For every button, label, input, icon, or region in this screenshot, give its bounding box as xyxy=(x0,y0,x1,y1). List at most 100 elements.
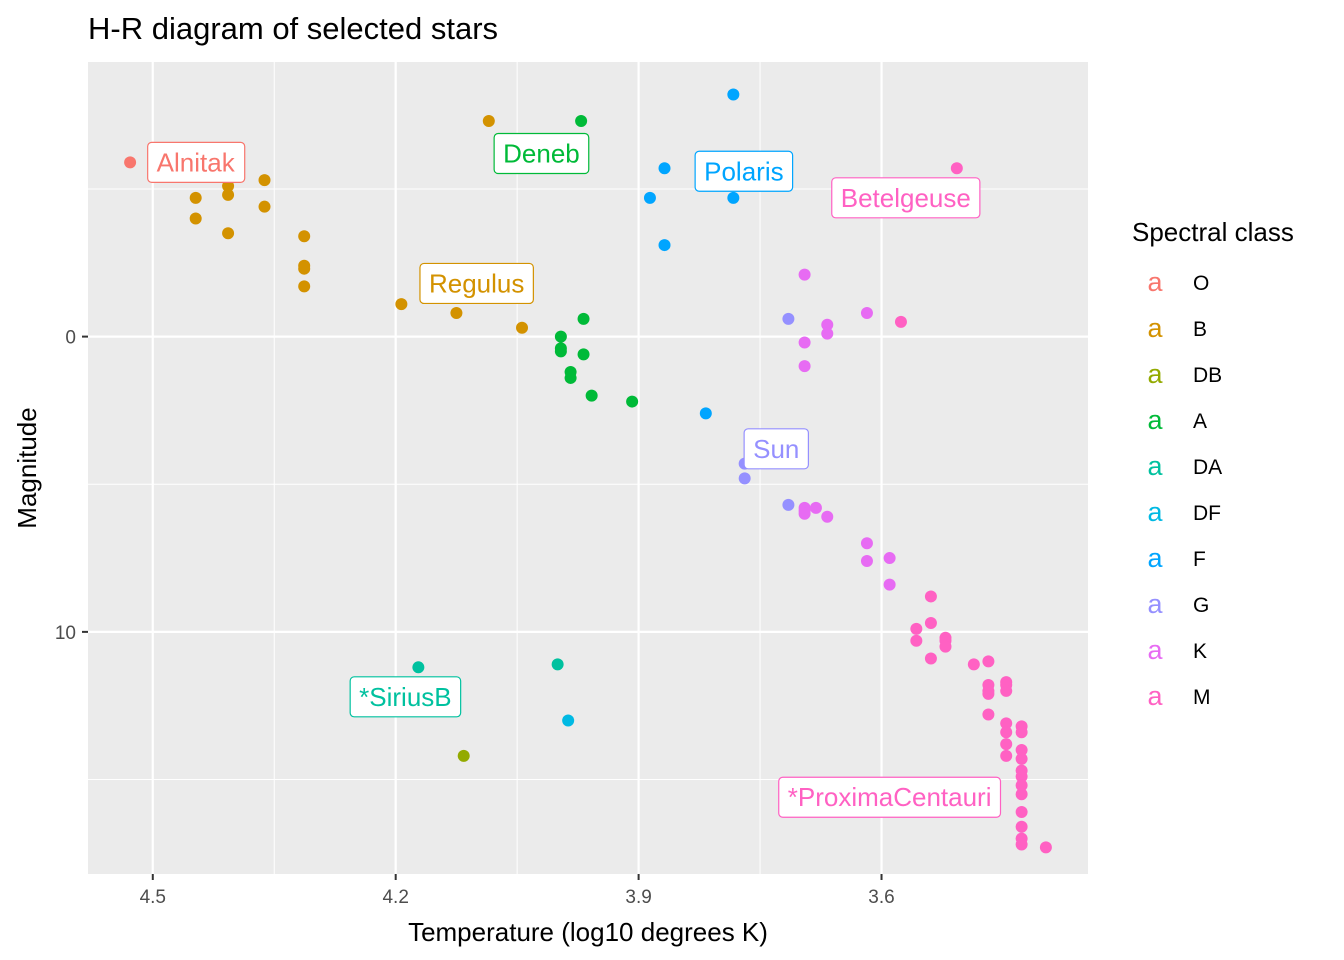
data-point-k xyxy=(821,510,834,523)
annotation-label: Betelgeuse xyxy=(831,177,981,219)
data-point-k xyxy=(798,360,811,373)
annotation-text: Regulus xyxy=(429,268,524,298)
x-axis-ticks: 4.5 4.2 3.9 3.6 xyxy=(140,874,895,908)
data-point-k xyxy=(860,555,873,568)
data-point-b xyxy=(222,188,235,201)
annotation-box xyxy=(419,262,534,305)
data-point-k xyxy=(809,501,822,514)
annotation-box xyxy=(493,132,590,175)
data-points xyxy=(124,88,1052,854)
annotations: Alnitak Deneb Polaris Betelgeuse Regulus Sun *… xyxy=(147,132,1002,818)
legend-label: M xyxy=(1193,686,1211,709)
data-point-b xyxy=(482,115,495,128)
data-point-m xyxy=(939,640,952,653)
data-point-k xyxy=(798,336,811,349)
data-point-a xyxy=(575,115,588,128)
annotation-label: Alnitak xyxy=(147,141,246,183)
data-point-k xyxy=(860,537,873,550)
data-point-m xyxy=(1015,838,1028,851)
data-point-b xyxy=(258,174,271,187)
legend-key: a xyxy=(1147,405,1163,435)
data-point-k xyxy=(883,552,896,565)
legend-key: a xyxy=(1147,635,1163,665)
data-point-m xyxy=(1000,726,1013,739)
data-point-m xyxy=(924,652,937,665)
legend-key: a xyxy=(1147,589,1163,619)
data-point-m xyxy=(1015,788,1028,801)
data-point-a xyxy=(554,330,567,343)
x-tick-label: 4.5 xyxy=(140,887,166,908)
legend-label: K xyxy=(1193,640,1207,663)
data-point-k xyxy=(798,507,811,520)
data-point-m xyxy=(1015,820,1028,833)
legend-label: G xyxy=(1193,594,1209,617)
data-point-m xyxy=(924,617,937,630)
legend-title: Spectral class xyxy=(1132,217,1294,247)
data-point-g xyxy=(782,498,795,511)
data-point-b xyxy=(222,180,235,193)
data-point-m xyxy=(1015,805,1028,818)
legend-key: a xyxy=(1147,313,1163,343)
annotation-label: Polaris xyxy=(694,150,794,192)
annotation-text: Sun xyxy=(753,434,799,464)
data-point-b xyxy=(516,321,529,334)
data-point-b xyxy=(189,212,202,225)
legend-key: a xyxy=(1147,451,1163,481)
legend-label: B xyxy=(1193,318,1207,341)
data-point-b xyxy=(298,262,311,275)
data-point-m xyxy=(1000,717,1013,730)
x-tick-label: 3.9 xyxy=(625,887,651,908)
x-tick-label: 3.6 xyxy=(868,887,894,908)
x-axis-title: Temperature (log10 degrees K) xyxy=(408,917,768,947)
data-point-a xyxy=(626,395,639,408)
annotation-box xyxy=(147,141,246,183)
data-point-b xyxy=(298,230,311,243)
data-point-b xyxy=(450,306,463,319)
annotation-text: Polaris xyxy=(704,156,783,186)
data-point-a xyxy=(577,312,590,325)
data-point-a xyxy=(554,345,567,358)
legend-key: a xyxy=(1147,359,1163,389)
data-point-k xyxy=(798,268,811,281)
annotation-label: *SiriusB xyxy=(349,676,462,718)
data-point-a xyxy=(585,389,598,402)
legend-label: F xyxy=(1193,548,1206,571)
annotation-label: Sun xyxy=(743,428,809,470)
data-point-a xyxy=(577,348,590,361)
annotation-label: *ProximaCentauri xyxy=(778,776,1002,818)
data-point-k xyxy=(821,318,834,331)
y-tick-label: 10 xyxy=(55,623,76,644)
annotation-text: *SiriusB xyxy=(359,682,451,712)
data-point-m xyxy=(982,687,995,700)
data-point-m xyxy=(950,162,963,175)
legend-label: A xyxy=(1193,410,1207,433)
data-point-m xyxy=(1015,770,1028,783)
annotation-text: Betelgeuse xyxy=(841,183,971,213)
data-point-m xyxy=(982,708,995,721)
data-point-m xyxy=(894,315,907,328)
annotation-text: *ProximaCentauri xyxy=(788,782,992,812)
legend-label: O xyxy=(1193,272,1209,295)
data-point-f xyxy=(727,191,740,204)
annotation-label: Deneb xyxy=(493,132,590,175)
data-point-m xyxy=(910,622,923,635)
annotation-label: Regulus xyxy=(419,262,534,305)
data-point-da xyxy=(412,661,425,674)
data-point-m xyxy=(1015,779,1028,792)
data-point-m xyxy=(1015,726,1028,739)
data-point-m xyxy=(1015,743,1028,756)
annotation-box xyxy=(349,676,462,718)
data-point-m xyxy=(924,590,937,603)
data-point-m xyxy=(982,655,995,668)
data-point-f xyxy=(643,191,656,204)
data-point-f xyxy=(658,162,671,175)
legend-key: a xyxy=(1147,267,1163,297)
data-point-m xyxy=(1039,841,1052,854)
data-point-b xyxy=(258,200,271,213)
data-point-b xyxy=(395,298,408,311)
data-point-b xyxy=(298,280,311,293)
legend-label: DA xyxy=(1193,456,1222,479)
y-axis-title: Magnitude xyxy=(12,407,42,528)
data-point-m xyxy=(1015,752,1028,765)
